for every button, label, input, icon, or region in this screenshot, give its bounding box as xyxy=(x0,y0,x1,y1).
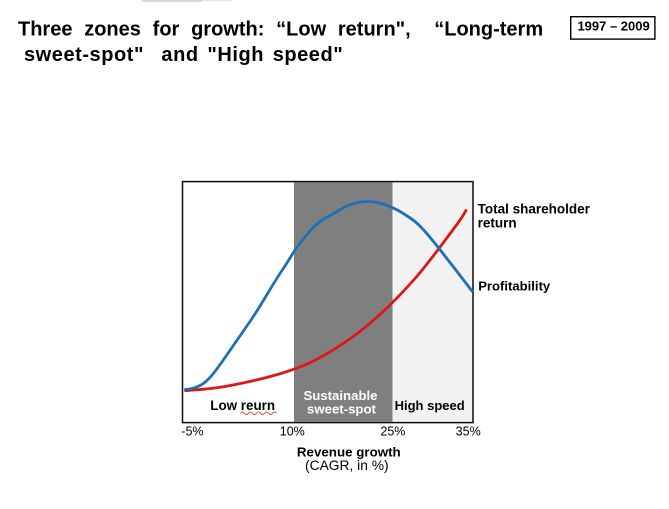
svg-text:Revenue growth: Revenue growth xyxy=(297,445,401,460)
svg-text:Total shareholder: Total shareholder xyxy=(478,202,591,217)
svg-text:return: return xyxy=(478,216,517,231)
svg-text:10%: 10% xyxy=(280,425,305,439)
svg-text:sweet-spot: sweet-spot xyxy=(307,402,376,417)
svg-text:Profitability: Profitability xyxy=(478,279,551,294)
svg-text:sweet-spot" and "High speed": sweet-spot" and "High speed" xyxy=(24,44,343,66)
svg-text:Sustainable: Sustainable xyxy=(303,388,377,403)
svg-text:35%: 35% xyxy=(456,425,481,439)
svg-text:1997 – 2009: 1997 – 2009 xyxy=(577,19,649,34)
svg-text:Low reurn: Low reurn xyxy=(210,398,275,413)
svg-text:High speed: High speed xyxy=(395,398,465,413)
svg-text:Three zones for growth: “Low r: Three zones for growth: “Low return", “L… xyxy=(18,19,543,41)
svg-text:-5%: -5% xyxy=(181,425,203,439)
svg-text:(CAGR, in %): (CAGR, in %) xyxy=(305,458,389,473)
svg-text:25%: 25% xyxy=(380,425,405,439)
